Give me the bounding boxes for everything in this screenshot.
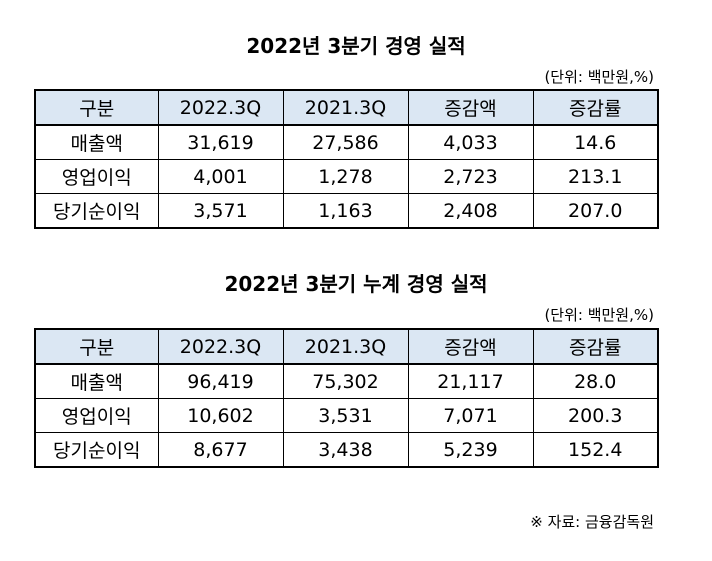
cell: 2,408: [407, 193, 534, 229]
cell: 7,071: [407, 398, 534, 433]
cell: 3,531: [282, 398, 409, 433]
header-category: 구분: [34, 89, 159, 126]
section-2-title: 2022년 3분기 누계 경영 실적: [224, 272, 488, 296]
header-2022-3q: 2022.3Q: [157, 89, 284, 126]
table-row: 당기순이익 3,571 1,163 2,408 207.0: [34, 193, 659, 229]
table-row: 매출액 31,619 27,586 4,033 14.6: [34, 124, 659, 160]
header-change-amount: 증감액: [407, 328, 534, 365]
header-change-amount: 증감액: [407, 89, 534, 126]
section-1-title: 2022년 3분기 경영 실적: [246, 34, 466, 58]
cell: 14.6: [532, 124, 659, 160]
row-label: 매출액: [34, 363, 159, 399]
section-1-unit-note: (단위: 백만원,%): [544, 68, 654, 86]
row-label: 당기순이익: [34, 432, 159, 468]
cell: 4,001: [157, 159, 284, 194]
cell: 31,619: [157, 124, 284, 160]
cell: 1,278: [282, 159, 409, 194]
cell: 152.4: [532, 432, 659, 468]
source-note: ※ 자료: 금융감독원: [530, 513, 654, 531]
cell: 2,723: [407, 159, 534, 194]
row-label: 당기순이익: [34, 193, 159, 229]
section-2-table: 구분 2022.3Q 2021.3Q 증감액 증감률 매출액 96,419 75…: [34, 328, 659, 468]
row-label: 매출액: [34, 124, 159, 160]
cell: 200.3: [532, 398, 659, 433]
cell: 10,602: [157, 398, 284, 433]
cell: 213.1: [532, 159, 659, 194]
section-1-table: 구분 2022.3Q 2021.3Q 증감액 증감률 매출액 31,619 27…: [34, 89, 659, 229]
table-row: 영업이익 4,001 1,278 2,723 213.1: [34, 159, 659, 194]
section-2-unit-note: (단위: 백만원,%): [544, 306, 654, 324]
cell: 3,571: [157, 193, 284, 229]
cell: 1,163: [282, 193, 409, 229]
header-change-rate: 증감률: [532, 89, 659, 126]
table-row: 영업이익 10,602 3,531 7,071 200.3: [34, 398, 659, 433]
cell: 207.0: [532, 193, 659, 229]
cell: 75,302: [282, 363, 409, 399]
header-2022-3q: 2022.3Q: [157, 328, 284, 365]
cell: 27,586: [282, 124, 409, 160]
cell: 5,239: [407, 432, 534, 468]
cell: 28.0: [532, 363, 659, 399]
cell: 3,438: [282, 432, 409, 468]
row-label: 영업이익: [34, 159, 159, 194]
table-header-row: 구분 2022.3Q 2021.3Q 증감액 증감률: [34, 328, 659, 365]
table-row: 매출액 96,419 75,302 21,117 28.0: [34, 363, 659, 399]
table-row: 당기순이익 8,677 3,438 5,239 152.4: [34, 432, 659, 468]
row-label: 영업이익: [34, 398, 159, 433]
table-header-row: 구분 2022.3Q 2021.3Q 증감액 증감률: [34, 89, 659, 126]
header-2021-3q: 2021.3Q: [282, 89, 409, 126]
cell: 8,677: [157, 432, 284, 468]
header-2021-3q: 2021.3Q: [282, 328, 409, 365]
cell: 21,117: [407, 363, 534, 399]
cell: 96,419: [157, 363, 284, 399]
cell: 4,033: [407, 124, 534, 160]
header-change-rate: 증감률: [532, 328, 659, 365]
header-category: 구분: [34, 328, 159, 365]
